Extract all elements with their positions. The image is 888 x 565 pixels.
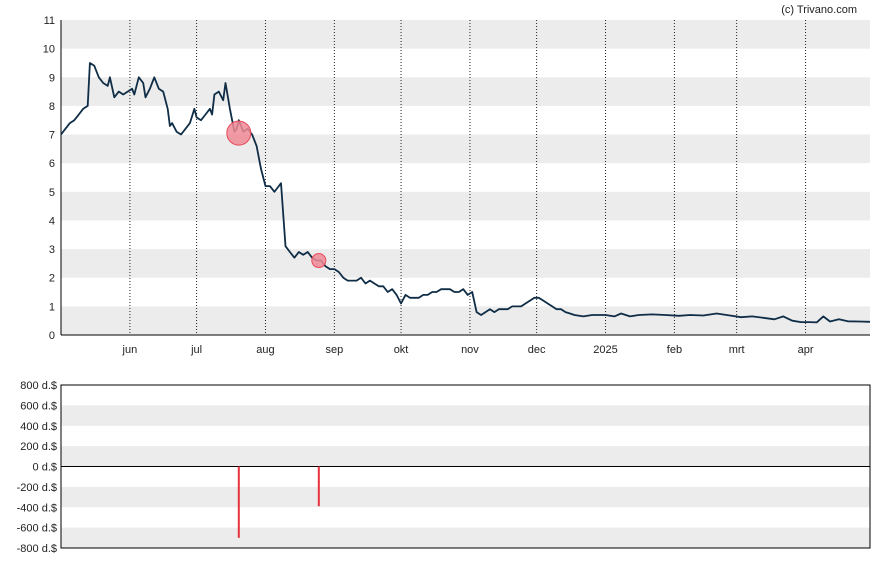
y-tick-label: 0 d.$	[33, 462, 57, 474]
y-tick-label: 400 d.$	[20, 421, 57, 433]
x-tick-label: dec	[528, 344, 546, 356]
y-tick-label: 11	[44, 15, 55, 27]
grid-band	[61, 405, 870, 426]
y-tick-label: -600 d.$	[17, 523, 57, 535]
grid-band	[61, 527, 870, 548]
price-line	[60, 62, 871, 324]
y-tick-label: 9	[49, 72, 55, 84]
grid-band	[61, 134, 870, 164]
x-tick-label: aug	[256, 344, 274, 356]
grid-band	[61, 20, 870, 49]
y-tick-label: -400 d.$	[17, 502, 57, 514]
y-tick-label: 7	[49, 130, 55, 142]
price-chart: 0 1 2 3 4 5 6 7 8 9 10 11 jun jul aug sep okt nov dec 2025 f…	[43, 15, 871, 356]
y-tick-label: -800 d.$	[17, 543, 57, 555]
x-tick-label: feb	[667, 344, 682, 356]
y-tick-label: 8	[49, 101, 55, 113]
y-tick-label: 0	[49, 330, 55, 342]
transaction-marker	[226, 120, 252, 146]
y-tick-label: 600 d.$	[20, 400, 57, 412]
y-tick-label: -200 d.$	[17, 482, 57, 494]
grid-band	[61, 446, 870, 467]
grid-band	[61, 191, 870, 221]
y-tick-label: 10	[43, 44, 55, 56]
x-tick-label: jun	[122, 344, 138, 356]
grid-band	[61, 306, 870, 335]
x-tick-label: apr	[798, 344, 814, 356]
x-tick-label: 2025	[593, 344, 617, 356]
x-tick-label: mrt	[729, 344, 745, 356]
x-tick-label: nov	[461, 344, 479, 356]
transaction-marker	[311, 253, 327, 269]
grid-band	[61, 486, 870, 508]
credit-label: (c) Trivano.com	[781, 4, 857, 16]
x-tick-label: jul	[190, 344, 202, 356]
grid-band	[61, 249, 870, 278]
y-tick-label: 2	[49, 273, 55, 285]
y-tick-label: 200 d.$	[20, 441, 57, 453]
x-tick-label: sep	[325, 344, 343, 356]
y-tick-label: 800 d.$	[20, 380, 57, 392]
transaction-chart: 800 d.$ 600 d.$ 400 d.$ 200 d.$ 0 d.$ -200 d.…	[17, 380, 871, 555]
y-tick-label: 6	[49, 158, 55, 170]
x-tick-label: okt	[394, 344, 409, 356]
y-tick-label: 1	[49, 301, 55, 313]
grid-band	[61, 77, 870, 106]
y-tick-label: 5	[49, 187, 55, 199]
y-tick-label: 3	[49, 244, 55, 256]
y-tick-label: 4	[49, 215, 55, 227]
